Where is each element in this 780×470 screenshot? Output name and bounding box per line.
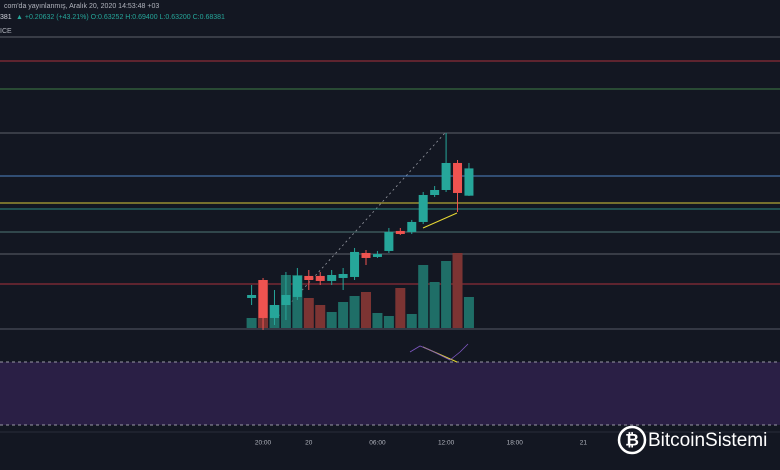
candle-body: [441, 162, 451, 190]
candle-body: [338, 273, 348, 278]
oscillator-line: [409, 343, 469, 361]
candle-body: [350, 251, 360, 277]
watermark: BitcoinSistemi: [648, 430, 767, 451]
indicator-pane: [0, 362, 780, 425]
volume-bar: [349, 296, 360, 328]
volume-bar: [361, 292, 371, 328]
candle-body: [418, 195, 428, 222]
candle-body: [304, 275, 314, 280]
candle-body: [315, 275, 325, 281]
divergence-line: [422, 212, 458, 229]
candle-body: [361, 252, 371, 258]
volume-bar: [326, 312, 337, 328]
last-price: 381: [0, 14, 12, 21]
candle-body: [430, 190, 440, 195]
pane-label: ICE: [0, 28, 12, 35]
x-tick-label: 21: [580, 440, 588, 447]
volume-bar: [315, 305, 326, 328]
logo: ₿ BitcoinSistemi: [617, 425, 767, 455]
volume-bar: [338, 302, 349, 328]
volume-bar: [452, 253, 463, 328]
price-change: ▲ +0.20632 (+43.21%) O:0.63252 H:0.69400…: [16, 14, 225, 21]
volume-bar: [383, 316, 394, 328]
candle-body: [281, 295, 291, 305]
volume-bar: [246, 318, 257, 328]
x-tick-label: 12:00: [438, 440, 455, 447]
x-tick-label: 20: [305, 440, 313, 447]
candle-body: [453, 162, 463, 193]
volume-bar: [441, 261, 452, 328]
candle-body: [395, 230, 405, 234]
volume-bar: [429, 282, 440, 328]
published-text: com'da yayınlanmış, Aralık 20, 2020 14:5…: [4, 3, 159, 10]
volume-bar: [463, 297, 474, 328]
volume-bar: [406, 314, 417, 328]
x-tick-label: 20:00: [255, 440, 272, 447]
candle-body: [384, 231, 394, 251]
candle-body: [464, 168, 474, 196]
candle-body: [372, 253, 382, 257]
svg-text:₿: ₿: [625, 430, 639, 449]
volume-bar: [292, 275, 303, 328]
volume-bar: [418, 265, 429, 328]
volume-bar: [395, 288, 406, 328]
candle-body: [269, 305, 279, 318]
candle-body: [327, 275, 337, 281]
candle-body: [407, 221, 417, 232]
x-tick-label: 18:00: [507, 440, 524, 447]
candle-body: [247, 295, 257, 298]
volume-bar: [372, 313, 383, 328]
plot: 20:00 20 06:00 12:00 18:00 21: [0, 36, 780, 447]
trend-line: [274, 132, 446, 321]
x-tick-label: 06:00: [369, 440, 386, 447]
volume-bar: [303, 298, 314, 328]
candle-body: [258, 280, 268, 318]
candle-body: [292, 275, 302, 297]
